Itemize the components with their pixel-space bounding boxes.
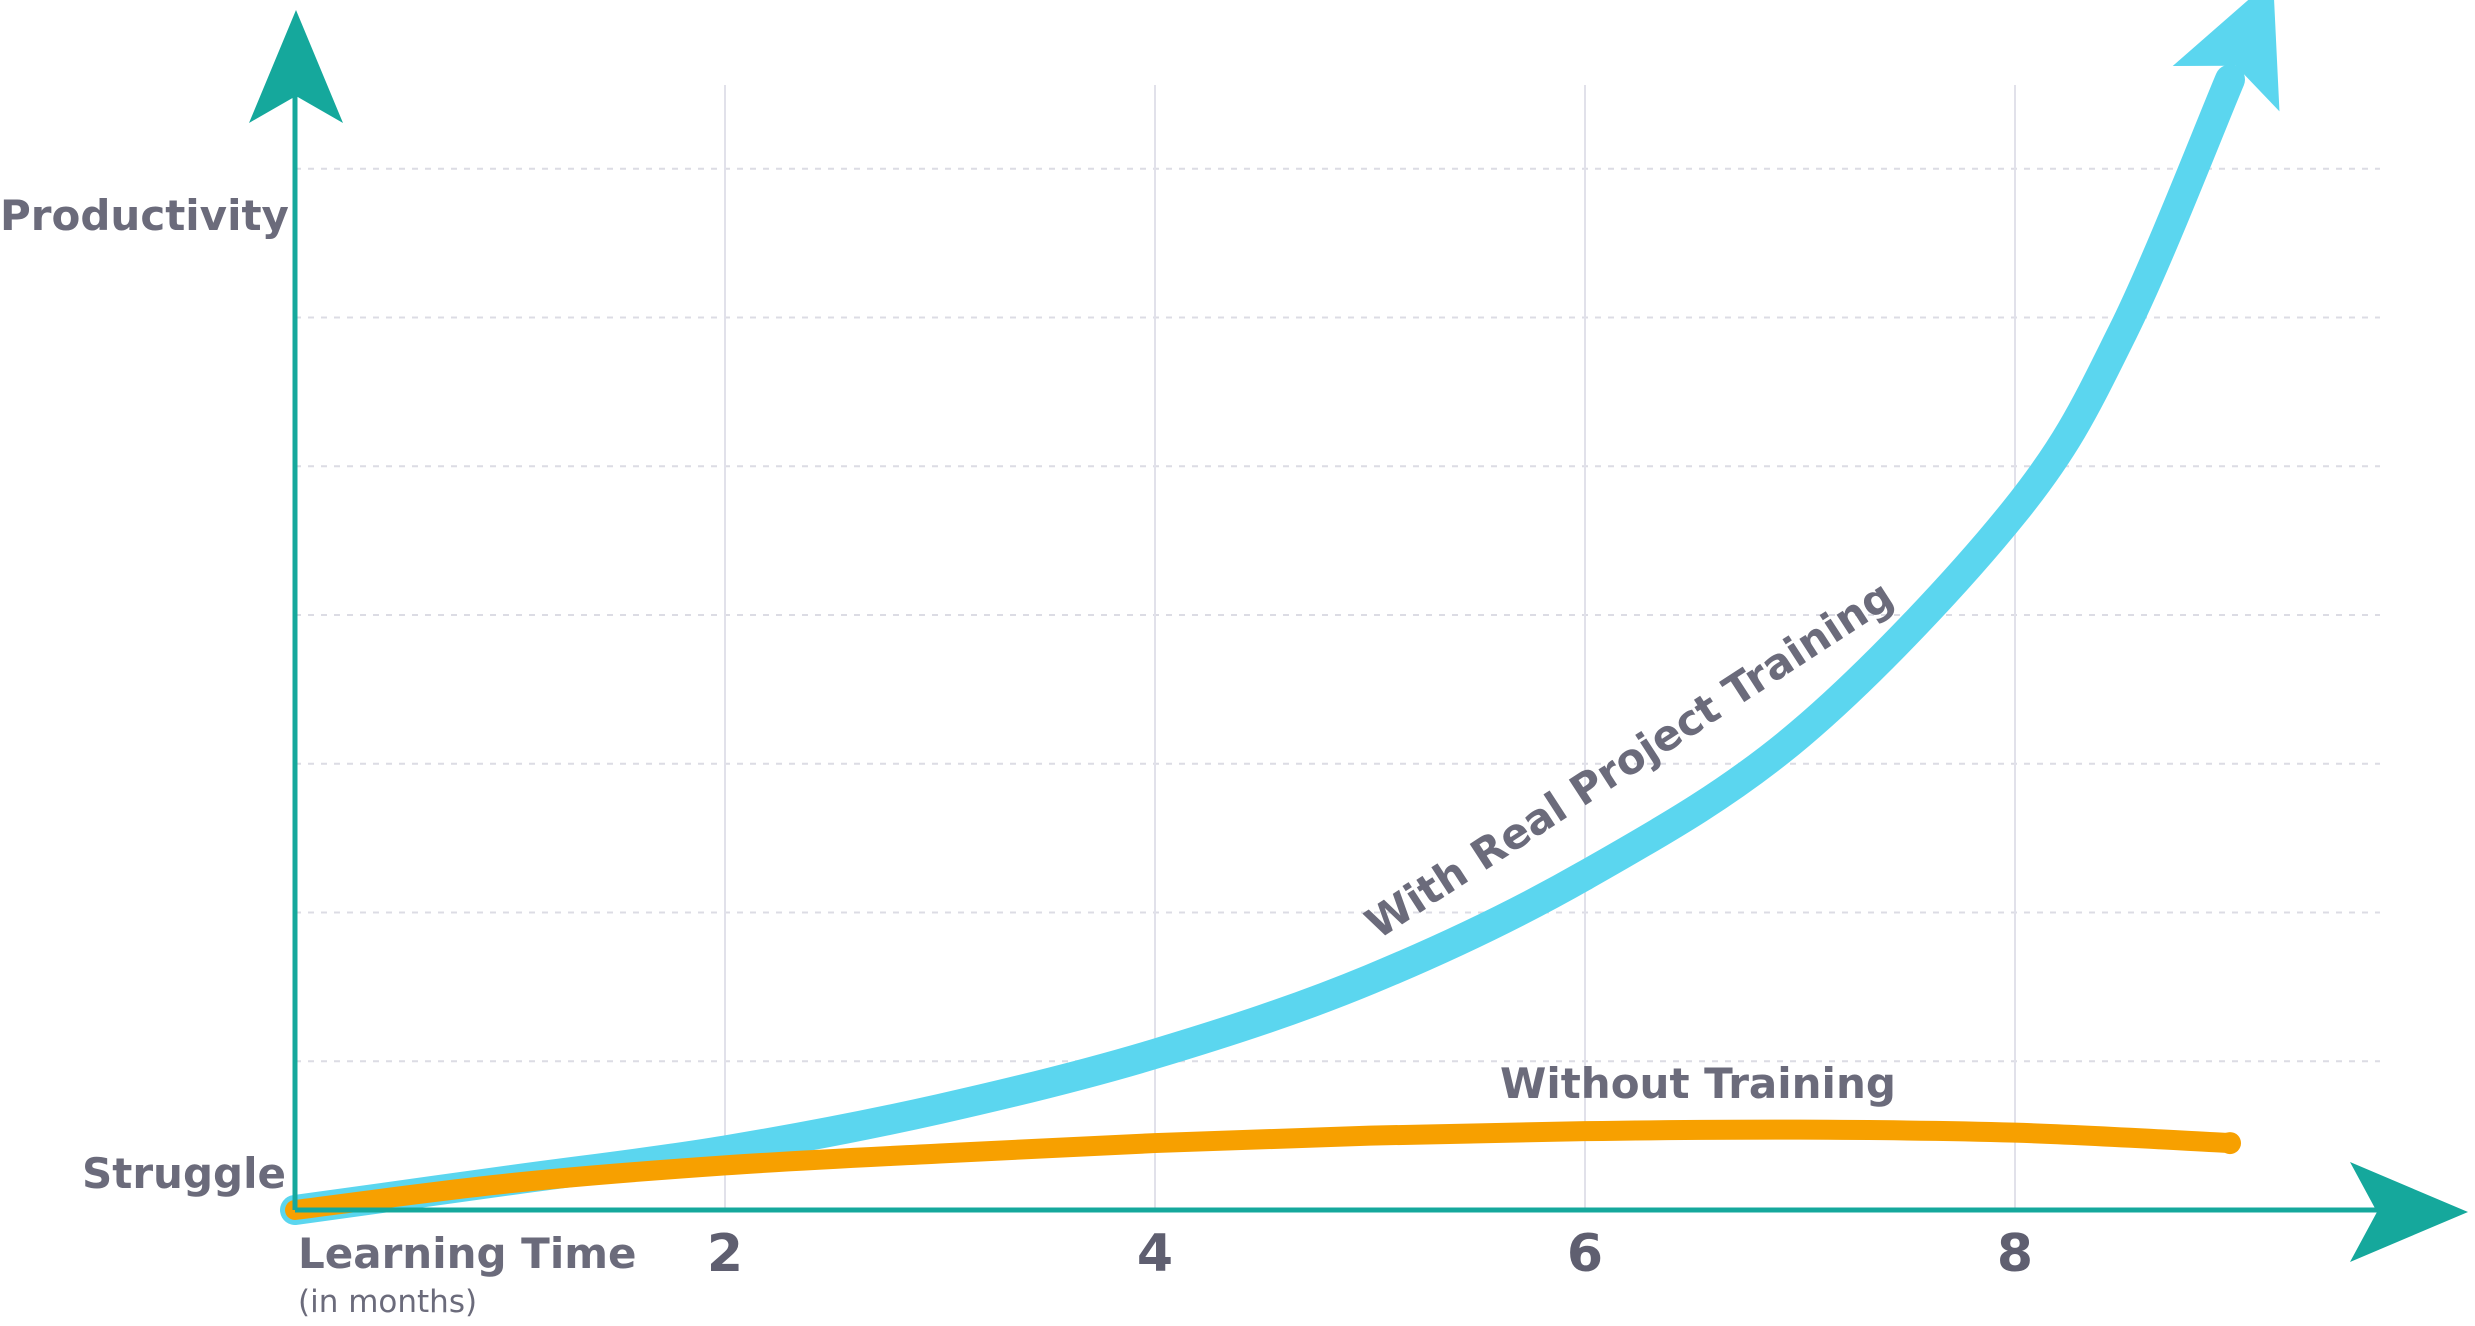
- x-axis-sub-label: (in months): [298, 1284, 477, 1320]
- series-line-with-training: [280, 64, 2245, 1225]
- x-tick-label-2: 2: [707, 1224, 743, 1284]
- x-axis-label: Learning Time: [298, 1229, 636, 1278]
- x-axis-arrow: [2350, 1162, 2468, 1262]
- series-label-without-training: Without Training: [1500, 1059, 1896, 1108]
- x-tick-layer: 2 4 6 8: [707, 1224, 2033, 1284]
- y-axis-label: Productivity: [0, 191, 289, 240]
- series-layer: [280, 0, 2280, 1225]
- series-label-with-training: With Real Project Training: [1357, 571, 1902, 949]
- grid-layer: [295, 85, 2380, 1210]
- series-endpoint-without-training: [2219, 1132, 2241, 1155]
- y-axis-arrow: [249, 10, 343, 123]
- series-line-without-training: [285, 1119, 2240, 1220]
- x-tick-label-4: 4: [1137, 1224, 1173, 1284]
- x-tick-label-6: 6: [1567, 1224, 1603, 1284]
- series-arrowhead-with-training: [2172, 0, 2280, 112]
- axis-layer: [249, 10, 2468, 1262]
- y-axis-bottom-label: Struggle: [82, 1149, 286, 1198]
- x-tick-label-8: 8: [1997, 1224, 2033, 1284]
